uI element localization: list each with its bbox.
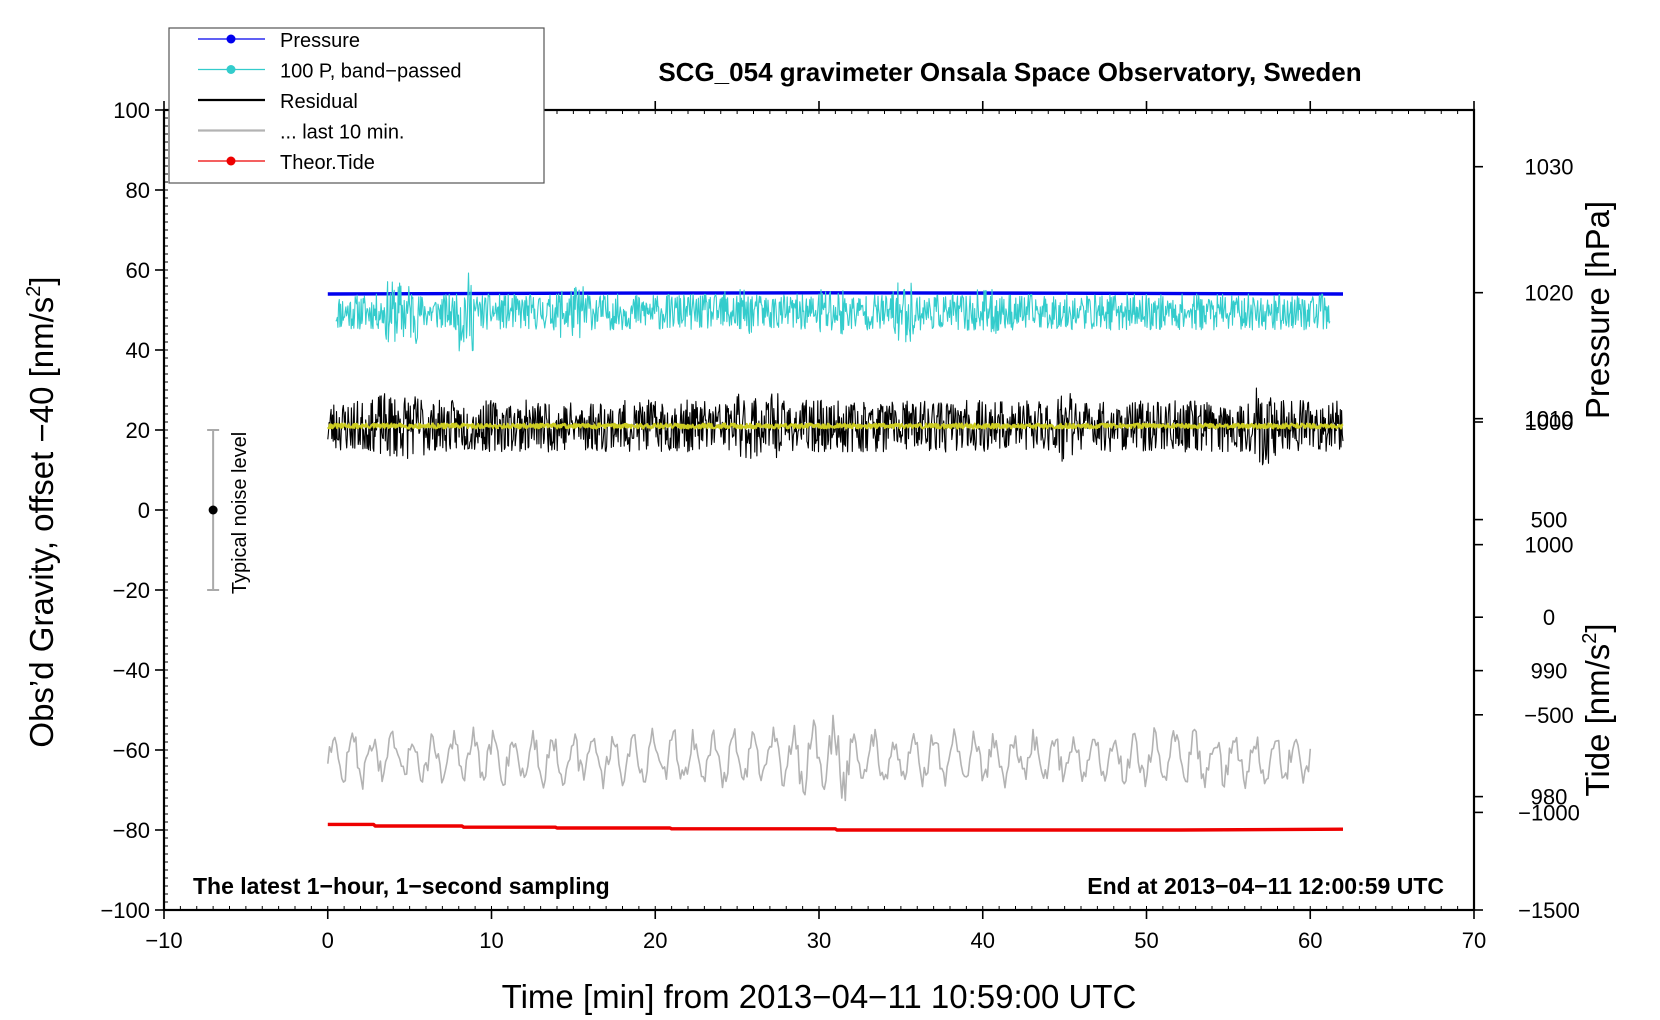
y-tick-label: 60 [126,258,150,283]
tide-axis-label-end: ] [1579,623,1616,632]
series-line-theor-tide [327,822,1344,832]
tide-tick-label: −1000 [1518,800,1580,825]
y-axis-label-end: ] [23,276,60,285]
tide-axis-label-sup: 2 [1579,633,1601,644]
noise-bar-center [208,505,218,515]
legend-label: ... last 10 min. [280,122,405,144]
pressure-tick-label: 1020 [1525,281,1574,306]
legend-label: Residual [280,91,358,113]
x-tick-label: −10 [145,928,182,953]
legend: Pressure 100 P, band−passed Residual ... la… [168,27,545,184]
x-tick-label: 50 [1134,928,1158,953]
pressure-tick-label: 980 [1531,785,1568,810]
y-tick-label: −60 [113,738,150,763]
note-left: The latest 1−hour, 1−second sampling [193,873,610,899]
tide-tick-label: 1000 [1525,410,1574,435]
y-axis-label-sup: 2 [23,286,45,297]
y-tick-label: 100 [113,98,150,123]
series-layer [326,272,1344,832]
pressure-tick-label: 1000 [1525,533,1574,558]
pressure-tick-label: 1030 [1525,155,1574,180]
pressure-tick-label: 990 [1531,659,1568,684]
tide-tick-label: 0 [1543,605,1555,630]
y-axis-label: Obs’d Gravity, offset −40 [nm/s2] [23,276,60,747]
x-axis-label: Time [min] from 2013−04−11 10:59:00 UTC [502,978,1137,1015]
noise-level-bar [207,429,220,591]
y-tick-label: −80 [113,818,150,843]
minor-ticks [163,109,1475,911]
y-tick-label: 40 [126,338,150,363]
tide-axis-label-main: Tide [nm/s [1579,644,1616,797]
plot-frame [162,108,1476,912]
y-tick-label: 20 [126,418,150,443]
x-axis-ticks: −10 0 10 20 30 40 50 60 70 [145,101,1486,953]
series-line-pressure [327,291,1344,296]
y-axis-ticks: 100 80 60 40 20 0 −20 −40 −60 −80 −100 [100,98,164,923]
x-tick-label: 30 [807,928,831,953]
y-axis-label-main: Obs’d Gravity, offset −40 [nm/s [23,297,60,748]
chart-title: SCG_054 gravimeter Onsala Space Observat… [658,57,1361,87]
x-tick-label: 70 [1462,928,1486,953]
legend-label: Theor.Tide [280,152,375,174]
y-tick-label: −100 [100,898,150,923]
x-tick-label: 40 [971,928,995,953]
x-tick-label: 0 [322,928,334,953]
pressure-tick-label: 1010 [1525,407,1574,432]
tide-axis-label: Tide [nm/s2] [1579,623,1616,796]
legend-marker [226,156,236,166]
pressure-axis-label: Pressure [hPa] [1579,201,1616,419]
tide-tick-label: −500 [1524,703,1574,728]
series-line--last-10-min- [327,714,1312,802]
note-right: End at 2013−04−11 12:00:59 UTC [1087,873,1444,899]
x-tick-label: 20 [643,928,667,953]
legend-label: Pressure [280,30,360,52]
tide-tick-label: 500 [1531,508,1568,533]
x-tick-label: 60 [1298,928,1322,953]
y-tick-label: −40 [113,658,150,683]
x-tick-label: 10 [479,928,503,953]
noise-level-label: Typical noise level [229,432,251,594]
y-tick-label: 0 [138,498,150,523]
legend-marker [226,34,236,44]
y-tick-label: 80 [126,178,150,203]
legend-label: 100 P, band−passed [280,61,461,83]
y-tick-label: −20 [113,578,150,603]
legend-marker [226,65,236,74]
series-line-100-p-band-passed [335,272,1331,352]
series-line-residual-smoothed [326,422,1344,430]
tide-tick-label: −1500 [1518,898,1580,923]
